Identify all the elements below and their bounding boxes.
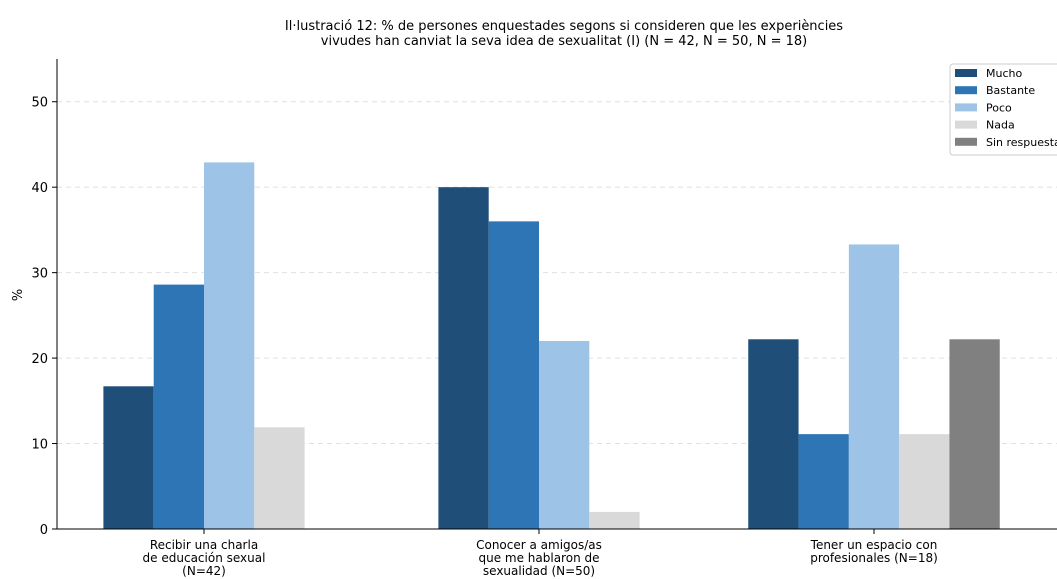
- legend-swatch: [955, 103, 977, 112]
- legend-entry: Sin respuesta: [986, 136, 1057, 149]
- y-tick-label: 50: [31, 96, 48, 111]
- bar-nada: [254, 427, 305, 529]
- chart-title: Il·lustració 12: % de persones enquestad…: [285, 19, 843, 49]
- legend-entry: Mucho: [986, 67, 1022, 80]
- bar-mucho: [438, 187, 489, 529]
- y-tick-label: 10: [31, 438, 48, 453]
- bar-nada: [589, 511, 640, 529]
- x-tick-label: Recibir una charla de educación sexual (N=…: [143, 538, 266, 578]
- bar-mucho: [103, 386, 154, 529]
- legend-swatch: [955, 86, 977, 95]
- y-tick-label: 20: [31, 352, 48, 367]
- legend-swatch: [955, 69, 977, 77]
- chart-title-line: vivudes han canviat la seva idea de sexu…: [321, 34, 807, 49]
- chart-title-line: Il·lustració 12: % de persones enquestad…: [285, 19, 843, 34]
- legend: Mucho Bastante Poco Nada Sin respuesta: [949, 63, 1057, 156]
- bar-sin-respuesta: [949, 339, 1000, 529]
- legend-entry: Nada: [986, 119, 1015, 132]
- bar-poco: [204, 162, 255, 529]
- x-tick-labels: Recibir una charla de educación sexual (N=…: [143, 538, 938, 578]
- bars: [103, 162, 1000, 529]
- bar-bastante: [488, 221, 539, 529]
- y-tick-labels: 0 10 20 30 40 50: [31, 96, 48, 538]
- bar-nada: [899, 434, 950, 529]
- x-tick-label: Tener un espacio con profesionales (N=18): [810, 538, 938, 565]
- legend-swatch: [955, 120, 977, 129]
- x-tick-label: Conocer a amigos/as que me hablaron de sex…: [476, 538, 602, 578]
- bar-mucho: [748, 339, 799, 529]
- bar-bastante: [153, 284, 204, 529]
- legend-entry: Poco: [986, 101, 1012, 114]
- bar-poco: [848, 244, 900, 529]
- y-tick-label: 0: [40, 523, 48, 538]
- y-axis-label: %: [11, 289, 26, 301]
- y-tick-label: 40: [31, 181, 48, 196]
- bar-poco: [539, 341, 590, 529]
- y-tick-label: 30: [31, 267, 48, 282]
- bar-bastante: [798, 434, 849, 529]
- legend-swatch: [955, 137, 977, 146]
- legend-entry: Bastante: [986, 84, 1035, 97]
- axes: [52, 59, 1057, 534]
